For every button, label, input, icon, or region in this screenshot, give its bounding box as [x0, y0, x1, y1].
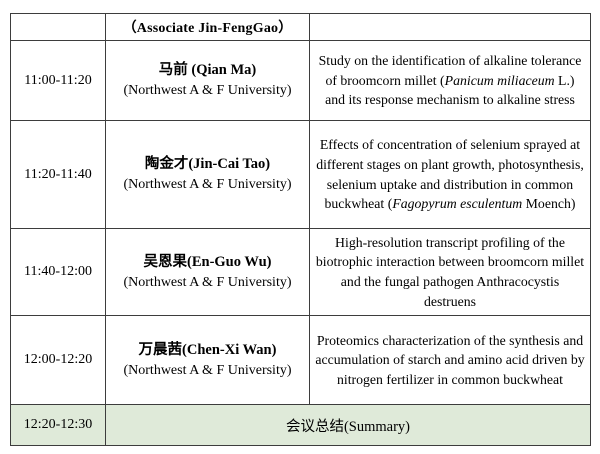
speaker-affiliation: (Northwest A & F University): [123, 274, 292, 290]
table-row: 11:20-11:40 陶金才(Jin-Cai Tao) (Northwest …: [10, 120, 591, 229]
speaker-cell: 万晨茜(Chen-Xi Wan) (Northwest A & F Univer…: [105, 315, 310, 405]
table-row: 11:40-12:00 吴恩果(En-Guo Wu) (Northwest A …: [10, 228, 591, 316]
header-empty-cell-left: [10, 13, 106, 41]
speaker-cell: 马前 (Qian Ma) (Northwest A & F University…: [105, 40, 310, 121]
speaker-affiliation: (Northwest A & F University): [123, 83, 292, 99]
talk-title-cell: Proteomics characterization of the synth…: [309, 315, 591, 405]
speaker-name: 陶金才(Jin-Cai Tao): [144, 156, 271, 173]
speaker-affiliation: (Northwest A & F University): [123, 177, 292, 193]
speaker-affiliation: (Northwest A & F University): [123, 362, 292, 378]
table-row: 11:00-11:20 马前 (Qian Ma) (Northwest A & …: [10, 40, 591, 121]
table-row: 12:00-12:20 万晨茜(Chen-Xi Wan) (Northwest …: [10, 315, 591, 405]
speaker-cell: 陶金才(Jin-Cai Tao) (Northwest A & F Univer…: [105, 120, 310, 229]
speaker-name: 万晨茜(Chen-Xi Wan): [138, 341, 277, 358]
table-header-row: （Associate Jin-FengGao）: [10, 13, 591, 41]
talk-title-cell: High-resolution transcript profiling of …: [309, 228, 591, 316]
time-cell: 11:00-11:20: [10, 40, 106, 121]
time-cell: 11:20-11:40: [10, 120, 106, 229]
session-chair-cell: （Associate Jin-FengGao）: [105, 13, 310, 41]
time-cell: 12:00-12:20: [10, 315, 106, 405]
talk-title-cell: Effects of concentration of selenium spr…: [309, 120, 591, 229]
speaker-name: 马前 (Qian Ma): [158, 62, 257, 79]
conference-schedule-table: （Associate Jin-FengGao） 11:00-11:20 马前 (…: [10, 13, 591, 446]
time-cell: 11:40-12:00: [10, 228, 106, 316]
header-empty-cell-right: [309, 13, 591, 41]
summary-cell: 会议总结(Summary): [105, 404, 591, 446]
talk-title-cell: Study on the identification of alkaline …: [309, 40, 591, 121]
speaker-cell: 吴恩果(En-Guo Wu) (Northwest A & F Universi…: [105, 228, 310, 316]
time-cell: 12:20-12:30: [10, 404, 106, 446]
speaker-name: 吴恩果(En-Guo Wu): [143, 253, 272, 270]
summary-row: 12:20-12:30 会议总结(Summary): [10, 404, 591, 446]
